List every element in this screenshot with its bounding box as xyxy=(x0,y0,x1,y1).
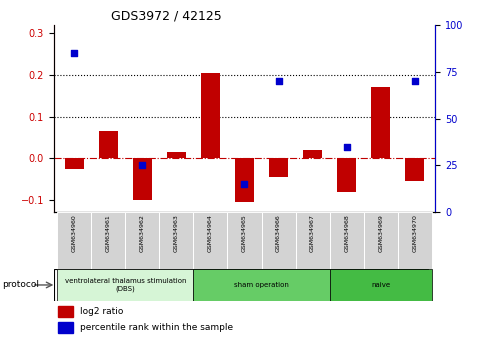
Bar xyxy=(201,73,220,158)
Bar xyxy=(167,152,185,158)
Text: GDS3972 / 42125: GDS3972 / 42125 xyxy=(111,9,221,22)
Bar xyxy=(268,158,287,177)
Bar xyxy=(125,212,159,269)
Bar xyxy=(363,212,397,269)
Text: percentile rank within the sample: percentile rank within the sample xyxy=(81,323,233,332)
Bar xyxy=(133,158,151,200)
Text: naive: naive xyxy=(370,282,389,288)
Text: GSM634969: GSM634969 xyxy=(377,214,383,252)
Bar xyxy=(261,212,295,269)
Bar xyxy=(193,212,227,269)
Bar xyxy=(57,212,91,269)
Bar xyxy=(370,87,389,158)
Text: GSM634960: GSM634960 xyxy=(72,214,77,252)
Bar xyxy=(193,269,329,301)
Bar xyxy=(405,158,423,181)
Text: GSM634963: GSM634963 xyxy=(174,214,179,252)
Bar xyxy=(159,212,193,269)
Text: GSM634966: GSM634966 xyxy=(276,214,281,252)
Point xyxy=(410,78,418,84)
Bar xyxy=(58,306,73,317)
Bar xyxy=(235,158,253,202)
Bar xyxy=(295,212,329,269)
Bar xyxy=(57,269,193,301)
Point xyxy=(342,144,350,149)
Bar xyxy=(397,212,431,269)
Bar xyxy=(65,158,83,169)
Text: sham operation: sham operation xyxy=(234,282,288,288)
Text: GSM634970: GSM634970 xyxy=(411,214,416,252)
Text: GSM634967: GSM634967 xyxy=(309,214,314,252)
Bar xyxy=(91,212,125,269)
Point xyxy=(138,162,146,168)
Point xyxy=(70,50,78,56)
Bar xyxy=(303,150,321,158)
Text: ventrolateral thalamus stimulation
(DBS): ventrolateral thalamus stimulation (DBS) xyxy=(64,278,185,292)
Text: GSM634968: GSM634968 xyxy=(344,214,348,252)
Text: protocol: protocol xyxy=(2,280,40,290)
Point xyxy=(240,181,248,187)
Text: GSM634962: GSM634962 xyxy=(140,214,144,252)
Bar xyxy=(99,131,118,158)
Text: GSM634961: GSM634961 xyxy=(105,214,111,252)
Bar xyxy=(329,269,431,301)
Bar xyxy=(329,212,363,269)
Bar xyxy=(58,322,73,333)
Text: GSM634964: GSM634964 xyxy=(207,214,212,252)
Text: log2 ratio: log2 ratio xyxy=(81,307,123,316)
Point xyxy=(274,78,282,84)
Text: GSM634965: GSM634965 xyxy=(242,214,246,252)
Bar xyxy=(337,158,355,192)
Bar xyxy=(227,212,261,269)
